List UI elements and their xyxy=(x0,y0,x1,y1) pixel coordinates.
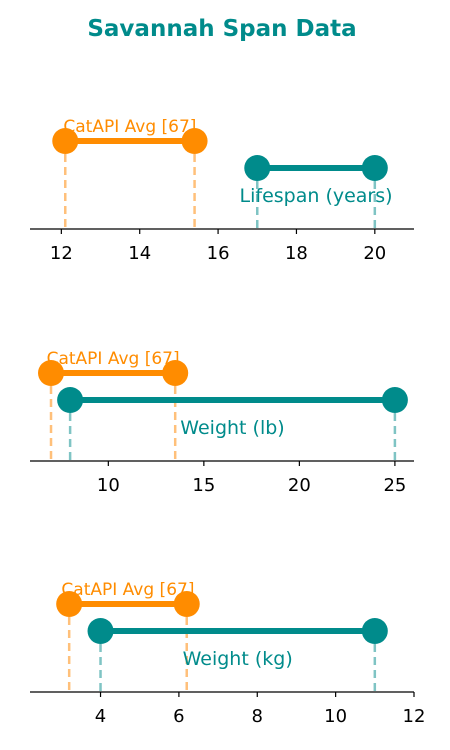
x-tick-label: 8 xyxy=(252,706,263,727)
average-high-marker xyxy=(181,128,208,154)
x-tick-label: 10 xyxy=(324,706,347,727)
x-tick-label: 4 xyxy=(95,706,106,727)
average-label: CatAPI Avg [67] xyxy=(61,580,194,600)
average-low-marker xyxy=(38,360,65,386)
breed-high-marker xyxy=(361,155,388,181)
x-tick-label: 20 xyxy=(363,243,386,264)
breed-high-marker xyxy=(381,387,408,413)
average-low-marker xyxy=(56,591,83,617)
x-tick-label: 18 xyxy=(285,243,308,264)
average-high-marker xyxy=(173,591,200,617)
average-low-marker xyxy=(52,128,79,154)
panel-3: 4 6 8 10 12 CatAPI Avg [67] Weight (kg) xyxy=(30,580,425,727)
average-label: CatAPI Avg [67] xyxy=(47,349,180,369)
page-title: Savannah Span Data xyxy=(87,16,357,42)
x-tick-label: 15 xyxy=(192,475,215,496)
breed-low-marker xyxy=(244,155,271,181)
x-tick-label: 25 xyxy=(383,475,406,496)
average-high-marker xyxy=(162,360,189,386)
x-tick-label: 12 xyxy=(403,706,426,727)
breed-label: Weight (lb) xyxy=(180,417,284,439)
panel-2: 10 15 20 25 CatAPI Avg [67] Weight (lb) xyxy=(30,349,414,496)
breed-low-marker xyxy=(57,387,84,413)
x-tick-label: 12 xyxy=(50,243,73,264)
breed-label: Weight (kg) xyxy=(183,648,293,670)
x-tick-label: 10 xyxy=(97,475,120,496)
breed-low-marker xyxy=(87,618,114,644)
breed-label: Lifespan (years) xyxy=(240,185,393,207)
x-tick-label: 6 xyxy=(173,706,184,727)
x-tick-label: 14 xyxy=(128,243,151,264)
x-tick-label: 16 xyxy=(207,243,230,264)
average-label: CatAPI Avg [67] xyxy=(63,117,196,137)
breed-high-marker xyxy=(361,618,388,644)
panel-1: 12 14 16 18 20 CatAPI Avg [67] Lifespan (years… xyxy=(30,117,414,264)
x-tick-label: 20 xyxy=(288,475,311,496)
